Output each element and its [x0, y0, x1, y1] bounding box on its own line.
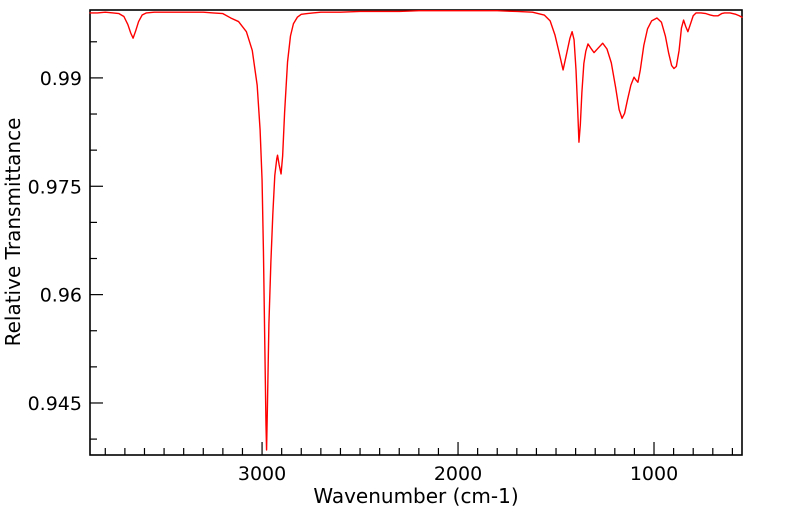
y-tick-label: 0.96 — [40, 285, 82, 307]
y-axis-tick-labels: 0.99 0.975 0.96 0.945 — [28, 68, 82, 415]
spectrum-curve — [89, 10, 743, 451]
plot-border — [89, 9, 743, 456]
y-tick-label: 0.99 — [40, 68, 82, 90]
x-axis-tick-labels: 3000 2000 1000 — [238, 463, 678, 485]
y-tick-label: 0.975 — [28, 176, 82, 198]
y-axis-ticks — [90, 41, 103, 440]
x-axis-title: Wavenumber (cm-1) — [313, 484, 518, 508]
x-tick-label: 3000 — [238, 463, 286, 485]
x-tick-label: 2000 — [434, 463, 482, 485]
y-axis-title: Relative Transmittance — [1, 118, 25, 347]
y-tick-label: 0.945 — [28, 393, 82, 415]
x-axis-ticks — [104, 442, 733, 455]
x-tick-label: 1000 — [630, 463, 678, 485]
